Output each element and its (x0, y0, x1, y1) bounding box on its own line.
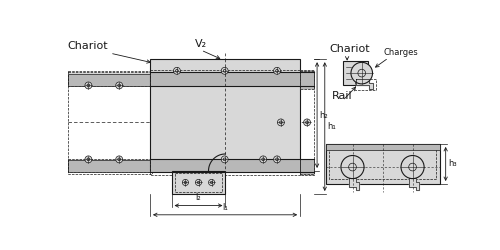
Bar (330, 146, 436, 178)
Circle shape (208, 180, 214, 186)
Circle shape (174, 67, 180, 74)
Bar (68, 71, 152, 174)
Circle shape (221, 67, 228, 74)
Bar (300, 71, 314, 174)
Circle shape (116, 82, 122, 89)
Text: l₂: l₂ (196, 194, 202, 202)
Circle shape (351, 62, 372, 84)
Bar (68, 74, 152, 86)
Bar (176, 173, 222, 192)
Bar (355, 79, 376, 90)
Bar (68, 158, 152, 172)
Bar (150, 158, 300, 172)
Circle shape (196, 180, 202, 186)
Bar (150, 70, 300, 86)
Bar (344, 61, 368, 86)
Text: h₂: h₂ (320, 110, 328, 120)
Circle shape (341, 156, 364, 178)
Bar (68, 160, 152, 172)
Circle shape (304, 119, 310, 126)
Bar (300, 158, 314, 172)
Text: l₁: l₁ (222, 203, 228, 212)
Bar (150, 158, 300, 175)
Polygon shape (408, 178, 420, 190)
Bar (150, 72, 300, 86)
Bar (150, 59, 300, 171)
Bar (300, 70, 314, 88)
Circle shape (221, 156, 228, 163)
Circle shape (85, 156, 92, 163)
Circle shape (116, 156, 122, 163)
Bar (300, 158, 314, 175)
Circle shape (182, 180, 188, 186)
Circle shape (274, 156, 280, 163)
Text: Chariot: Chariot (330, 44, 370, 54)
Polygon shape (348, 178, 360, 190)
Bar (300, 72, 314, 86)
Bar (326, 144, 440, 150)
Circle shape (278, 119, 284, 126)
Text: h₃: h₃ (448, 160, 456, 168)
Text: h₁: h₁ (327, 122, 336, 131)
Text: Chariot: Chariot (68, 41, 108, 51)
Bar (326, 144, 440, 184)
Text: V₂: V₂ (194, 39, 207, 49)
Circle shape (260, 156, 266, 163)
Circle shape (401, 156, 424, 178)
Polygon shape (356, 79, 374, 88)
Text: Charges: Charges (384, 48, 418, 57)
Circle shape (274, 67, 280, 74)
Circle shape (85, 82, 92, 89)
Text: Rail: Rail (332, 91, 352, 101)
Bar (68, 72, 152, 86)
Bar (172, 171, 226, 194)
